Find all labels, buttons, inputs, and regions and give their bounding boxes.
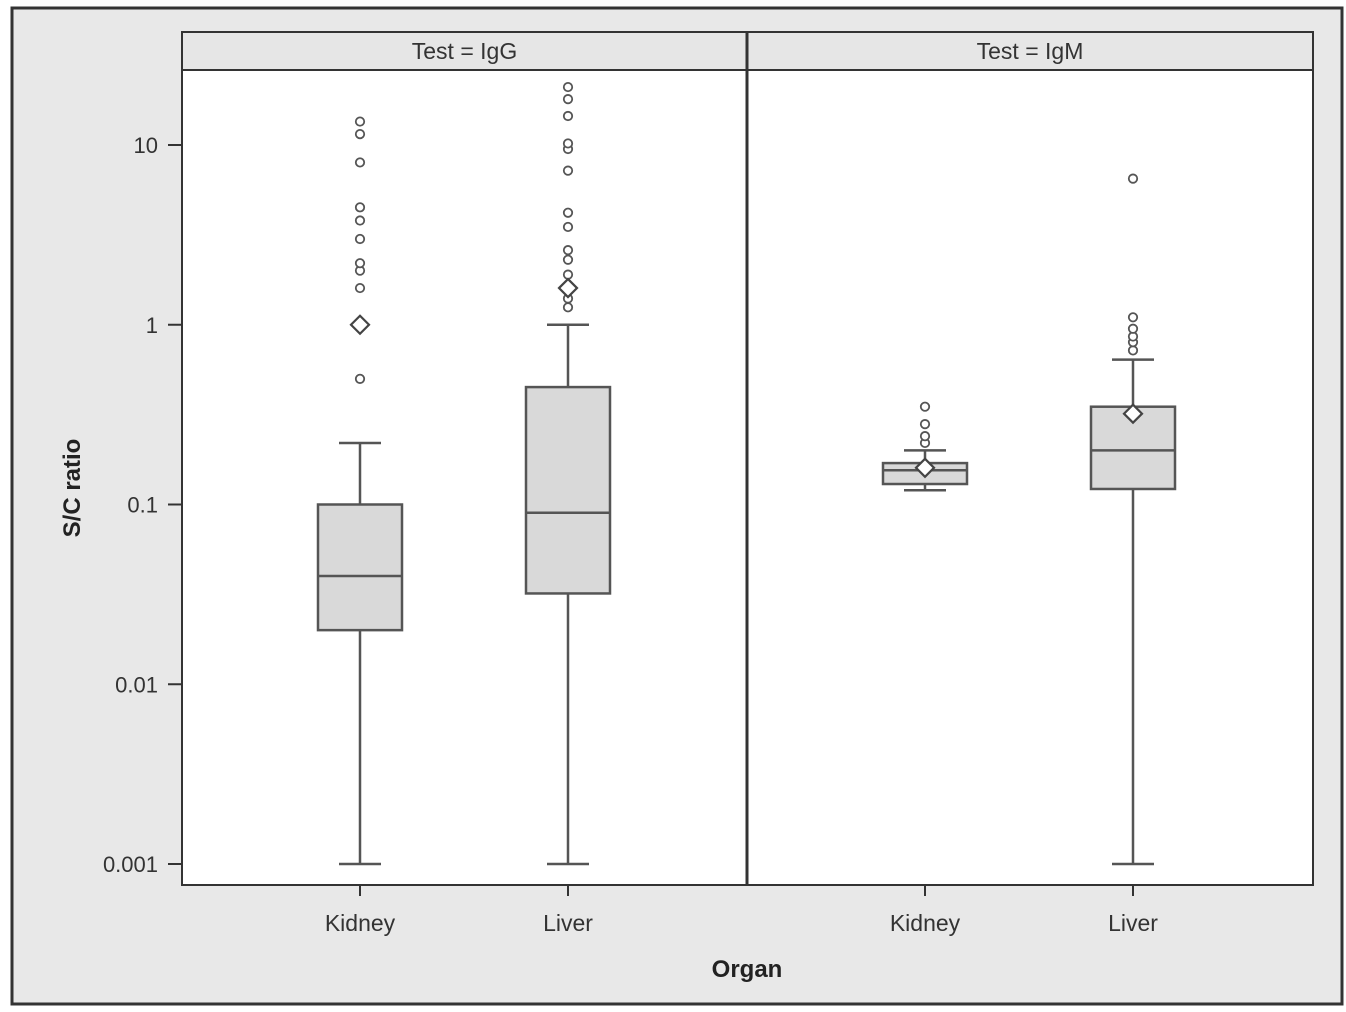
outlier-point [562, 254, 574, 265]
outlier-point [1127, 312, 1139, 323]
outlier-point [562, 110, 574, 122]
outlier-point [354, 282, 366, 294]
outlier-point [354, 258, 366, 269]
panel-background [747, 70, 1313, 885]
mean-marker [349, 314, 371, 336]
mean-marker [557, 277, 579, 299]
outlier-point [562, 245, 574, 256]
outlier-point [919, 401, 931, 412]
panel-strip [746, 31, 1314, 71]
panel-background [182, 70, 747, 885]
x-tick-label: Liver [543, 910, 593, 936]
outlier-point [562, 81, 574, 93]
outlier-point [562, 302, 574, 313]
y-tick-label: 0.01 [115, 672, 158, 697]
outlier-point [562, 165, 574, 176]
mean-marker [1122, 403, 1144, 425]
x-tick-label: Kidney [890, 910, 961, 936]
outlier-point [919, 431, 931, 442]
outlier-point [354, 202, 366, 213]
y-axis-title: S/C ratio [59, 439, 86, 538]
y-tick-label: 0.1 [127, 493, 158, 518]
x-tick-label: Liver [1108, 910, 1158, 936]
x-tick-label: Kidney [325, 910, 396, 936]
mean-marker [914, 457, 936, 479]
outlier-point [562, 221, 574, 233]
outlier-point [354, 233, 366, 245]
panel-strip-label: Test = IgG [412, 38, 517, 64]
outlier-point [562, 138, 574, 149]
outlier-point [354, 373, 366, 384]
panel-strip-label: Test = IgM [977, 38, 1084, 64]
y-tick-label: 1 [146, 313, 158, 338]
y-tick-label: 10 [134, 133, 158, 158]
outlier-point [562, 94, 574, 105]
box-iqr [316, 503, 404, 632]
outlier-point [354, 215, 366, 226]
outlier-point [354, 157, 366, 168]
outlier-point [1127, 173, 1139, 184]
x-axis-title: Organ [712, 956, 783, 983]
outlier-point [1127, 345, 1139, 356]
panel-strip [181, 31, 748, 71]
outlier-point [354, 116, 366, 127]
box-iqr [524, 385, 612, 595]
outlier-point [919, 419, 931, 430]
outlier-point [562, 207, 574, 218]
outlier-point [354, 128, 366, 140]
outlier-point [1127, 323, 1139, 334]
y-tick-label: 0.001 [103, 852, 158, 877]
